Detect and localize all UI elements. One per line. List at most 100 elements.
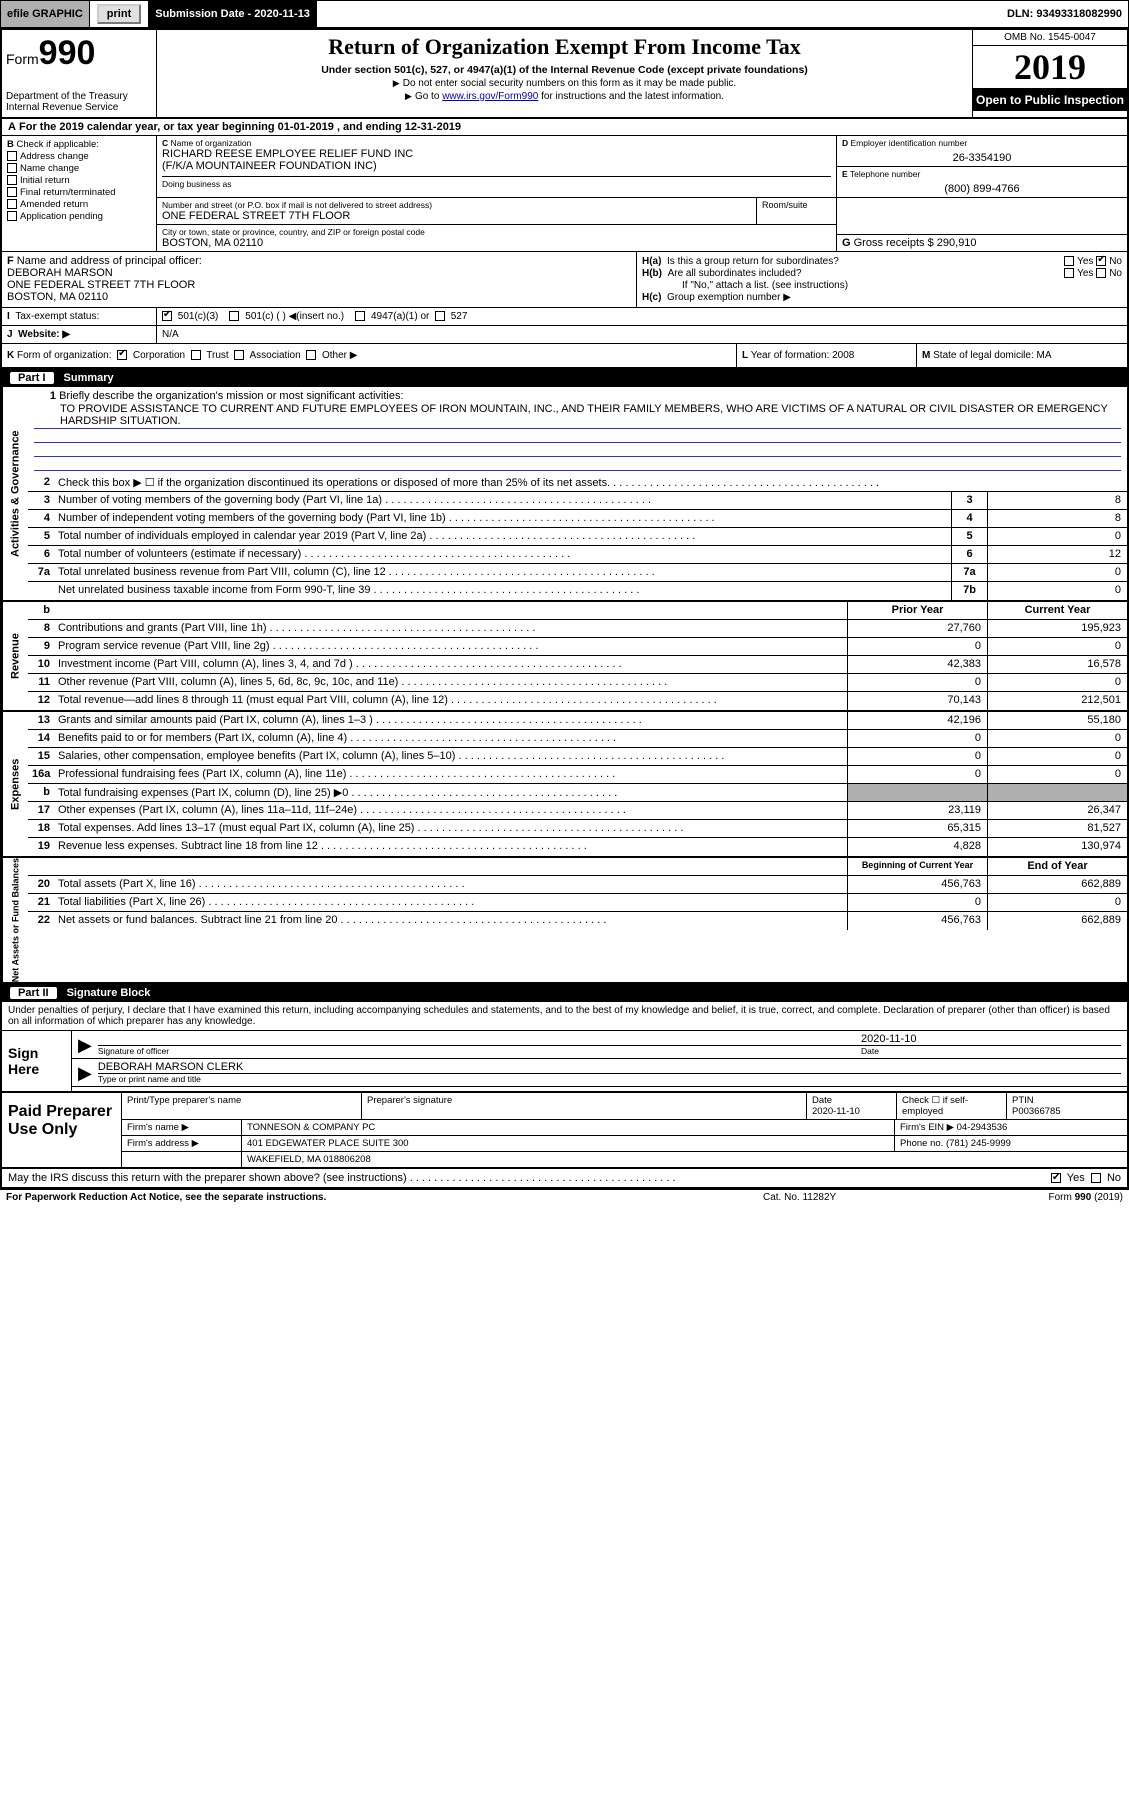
line-box: 5 bbox=[951, 528, 987, 545]
vside-revenue: Revenue bbox=[2, 602, 28, 710]
letter-d: D bbox=[842, 138, 848, 148]
signature-block: Under penalties of perjury, I declare th… bbox=[2, 1002, 1127, 1093]
prior-val: 70,143 bbox=[847, 692, 987, 710]
hb-label: Are all subordinates included? bbox=[668, 268, 1061, 279]
box-b: B Check if applicable: Address change Na… bbox=[2, 136, 157, 251]
part-2-title: Signature Block bbox=[67, 987, 151, 999]
cb-corp[interactable] bbox=[117, 350, 127, 360]
irs-link[interactable]: www.irs.gov/Form990 bbox=[442, 91, 538, 102]
firm-addr-label: Firm's address ▶ bbox=[122, 1136, 242, 1151]
current-val: 212,501 bbox=[987, 692, 1127, 710]
box-h: H(a) Is this a group return for subordin… bbox=[637, 252, 1127, 307]
box-l: L Year of formation: 2008 bbox=[737, 344, 917, 367]
prior-val: 0 bbox=[847, 748, 987, 765]
cb-501c[interactable] bbox=[229, 311, 239, 321]
dba-label: Doing business as bbox=[162, 176, 831, 189]
letter-i: I bbox=[7, 311, 10, 322]
line-val: 0 bbox=[987, 528, 1127, 545]
current-val: 0 bbox=[987, 766, 1127, 783]
line-text: Salaries, other compensation, employee b… bbox=[54, 748, 847, 765]
section-f-h: F Name and address of principal officer:… bbox=[2, 252, 1127, 308]
vside-expenses: Expenses bbox=[2, 712, 28, 856]
print-button-wrap: print bbox=[90, 1, 149, 27]
sig-intro: Under penalties of perjury, I declare th… bbox=[2, 1002, 1127, 1031]
ha-yes-cb[interactable] bbox=[1064, 256, 1074, 266]
cb-initial-return[interactable]: Initial return bbox=[7, 175, 151, 186]
prep-ptin: P00366785 bbox=[1012, 1106, 1061, 1117]
ha-no-cb[interactable] bbox=[1096, 256, 1106, 266]
hb-yes-cb[interactable] bbox=[1064, 268, 1074, 278]
mission-text: TO PROVIDE ASSISTANCE TO CURRENT AND FUT… bbox=[34, 402, 1121, 429]
subtitle-1: Under section 501(c), 527, or 4947(a)(1)… bbox=[165, 64, 964, 76]
letter-b: B bbox=[7, 139, 14, 150]
hc-label: Group exemption number ▶ bbox=[667, 292, 791, 303]
cb-name-change[interactable]: Name change bbox=[7, 163, 151, 174]
prior-val: 0 bbox=[847, 766, 987, 783]
hb-note: If "No," attach a list. (see instruction… bbox=[642, 280, 1122, 291]
ein-value: 26-3354190 bbox=[842, 152, 1122, 164]
part-2-header: Part II Signature Block bbox=[2, 984, 1127, 1002]
vside-net-assets: Net Assets or Fund Balances bbox=[2, 858, 28, 982]
cb-final-return[interactable]: Final return/terminated bbox=[7, 187, 151, 198]
current-val: 0 bbox=[987, 730, 1127, 747]
box-f: F Name and address of principal officer:… bbox=[2, 252, 637, 307]
form-990: 990 bbox=[39, 34, 96, 72]
cb-trust[interactable] bbox=[191, 350, 201, 360]
hb-no-cb[interactable] bbox=[1096, 268, 1106, 278]
line-num: 11 bbox=[28, 674, 54, 691]
discuss-yes-cb[interactable] bbox=[1051, 1173, 1061, 1183]
cb-other[interactable] bbox=[306, 350, 316, 360]
discuss-question: May the IRS discuss this return with the… bbox=[8, 1172, 1051, 1184]
footer-cat: Cat. No. 11282Y bbox=[763, 1192, 963, 1203]
header-left: Form990 Department of the Treasury Inter… bbox=[2, 30, 157, 117]
line-num: 3 bbox=[28, 492, 54, 509]
line-text: Benefits paid to or for members (Part IX… bbox=[54, 730, 847, 747]
line-num: 16a bbox=[28, 766, 54, 783]
gov-line-2: 2Check this box ▶ ☐ if the organization … bbox=[28, 474, 1127, 492]
exp-lines-15: 15Salaries, other compensation, employee… bbox=[28, 748, 1127, 766]
m-label: State of legal domicile: bbox=[933, 350, 1034, 361]
cb-501c3[interactable] bbox=[162, 311, 172, 321]
revenue-header-row: b Prior Year Current Year bbox=[28, 602, 1127, 620]
rev-lines-11: 11Other revenue (Part VIII, column (A), … bbox=[28, 674, 1127, 692]
officer-name: DEBORAH MARSON bbox=[7, 267, 631, 279]
governance-section: Activities & Governance 1 Briefly descri… bbox=[2, 387, 1127, 602]
firm-phone-label: Phone no. bbox=[900, 1138, 943, 1149]
prior-val: 42,383 bbox=[847, 656, 987, 673]
year-formation: 2008 bbox=[832, 350, 854, 361]
top-toolbar: efile GRAPHIC print Submission Date - 20… bbox=[0, 0, 1129, 28]
row-i: I Tax-exempt status: 501(c)(3) 501(c) ( … bbox=[2, 308, 1127, 326]
line-num: 15 bbox=[28, 748, 54, 765]
prior-val: 0 bbox=[847, 674, 987, 691]
print-button[interactable]: print bbox=[97, 4, 141, 24]
cb-assoc[interactable] bbox=[234, 350, 244, 360]
mission-label: Briefly describe the organization's miss… bbox=[59, 390, 403, 402]
letter-l: L bbox=[742, 350, 748, 361]
row-a-text: For the 2019 calendar year, or tax year … bbox=[19, 121, 461, 133]
firm-phone: (781) 245-9999 bbox=[946, 1138, 1011, 1149]
header-center: Return of Organization Exempt From Incom… bbox=[157, 30, 972, 117]
discuss-no-cb[interactable] bbox=[1091, 1173, 1101, 1183]
prep-label: Paid Preparer Use Only bbox=[2, 1093, 122, 1167]
line-text: Total unrelated business revenue from Pa… bbox=[54, 564, 951, 581]
cb-4947[interactable] bbox=[355, 311, 365, 321]
rev-lines-10: 10Investment income (Part VIII, column (… bbox=[28, 656, 1127, 674]
line-val: 12 bbox=[987, 546, 1127, 563]
ha-label: Is this a group return for subordinates? bbox=[667, 256, 1060, 267]
letter-f: F bbox=[7, 255, 14, 267]
line-box: 7b bbox=[951, 582, 987, 600]
l-label: Year of formation: bbox=[751, 350, 830, 361]
cb-address-change[interactable]: Address change bbox=[7, 151, 151, 162]
line-box: 3 bbox=[951, 492, 987, 509]
open-to-public: Open to Public Inspection bbox=[973, 89, 1127, 111]
room-suite: Room/suite bbox=[757, 198, 837, 224]
box-d-e: D Employer identification number 26-3354… bbox=[837, 136, 1127, 197]
cb-application-pending[interactable]: Application pending bbox=[7, 211, 151, 222]
line-num: 7a bbox=[28, 564, 54, 581]
cb-amended-return[interactable]: Amended return bbox=[7, 199, 151, 210]
cb-527[interactable] bbox=[435, 311, 445, 321]
gov-line-7b: Net unrelated business taxable income fr… bbox=[28, 582, 1127, 600]
prep-selfemp: Check ☐ if self-employed bbox=[897, 1093, 1007, 1119]
current-val bbox=[987, 784, 1127, 801]
line-text: Total fundraising expenses (Part IX, col… bbox=[54, 784, 847, 801]
